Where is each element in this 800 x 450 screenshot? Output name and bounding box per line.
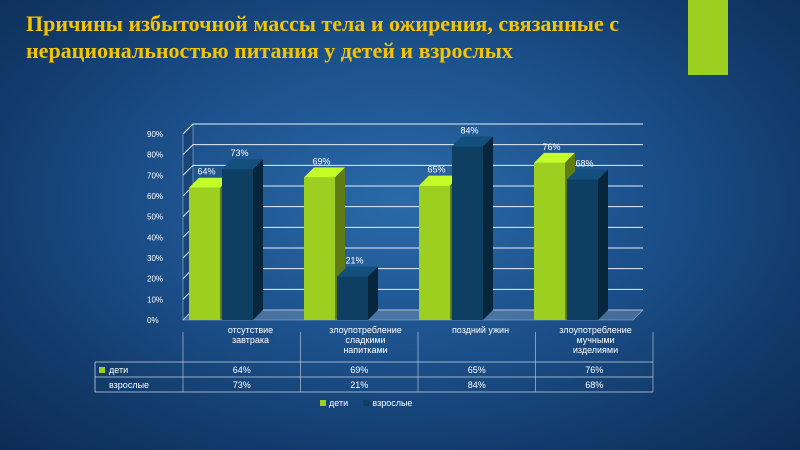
bar-side bbox=[368, 266, 378, 320]
bar-top bbox=[534, 152, 575, 163]
bar-adults bbox=[567, 179, 598, 320]
y-tick-label: 80% bbox=[147, 151, 163, 160]
bar-side bbox=[598, 169, 608, 320]
legend-key-adults bbox=[99, 382, 105, 388]
bar-adults bbox=[337, 276, 368, 320]
bar-children bbox=[419, 185, 450, 320]
x-tick-label: злоупотребление мучными изделиями bbox=[559, 325, 632, 355]
table-cell: 76% bbox=[585, 365, 603, 375]
y-tick-label: 30% bbox=[147, 254, 163, 263]
y-tick-label: 20% bbox=[147, 275, 163, 284]
accent-bar bbox=[688, 0, 728, 75]
data-label: 84% bbox=[460, 125, 478, 135]
bar-children bbox=[304, 177, 335, 320]
data-label: 65% bbox=[427, 165, 445, 175]
y-tick-label: 10% bbox=[147, 295, 163, 304]
bar-top bbox=[222, 159, 263, 170]
bar-side bbox=[483, 136, 493, 320]
bar-adults bbox=[452, 146, 483, 320]
x-tick-label: поздний ужин bbox=[452, 325, 509, 335]
data-label: 73% bbox=[230, 148, 248, 158]
table-cell: 73% bbox=[233, 380, 251, 390]
table-cell: 64% bbox=[233, 365, 251, 375]
bar-top bbox=[337, 266, 378, 277]
bar-children bbox=[189, 187, 220, 320]
bar-children bbox=[534, 162, 565, 320]
legend-label: взрослые bbox=[372, 398, 412, 408]
x-tick-label: злоупотребление сладкими напитками bbox=[329, 325, 402, 355]
y-tick-label: 50% bbox=[147, 213, 163, 222]
table-row-header: дети bbox=[109, 365, 128, 375]
data-label: 68% bbox=[575, 158, 593, 168]
data-label: 64% bbox=[197, 167, 215, 177]
y-tick-label: 40% bbox=[147, 233, 163, 242]
legend-label: дети bbox=[329, 398, 348, 408]
bar-top bbox=[304, 167, 345, 178]
bar-top bbox=[452, 136, 493, 147]
data-label: 69% bbox=[312, 156, 330, 166]
bar-top bbox=[419, 175, 460, 186]
y-tick-label: 0% bbox=[147, 316, 159, 325]
table-cell: 68% bbox=[585, 380, 603, 390]
table-cell: 21% bbox=[350, 380, 368, 390]
bar-adults bbox=[222, 169, 253, 320]
table-cell: 65% bbox=[468, 365, 486, 375]
bar-top bbox=[567, 169, 608, 180]
table-row-header: взрослые bbox=[109, 380, 149, 390]
slide-title: Причины избыточной массы тела и ожирения… bbox=[26, 11, 619, 63]
legend-swatch-children bbox=[320, 400, 326, 406]
legend-key-children bbox=[99, 367, 105, 373]
y-tick-label: 70% bbox=[147, 171, 163, 180]
x-tick-label: отсутствие завтрака bbox=[228, 325, 273, 345]
data-label: 76% bbox=[542, 142, 560, 152]
bar-side bbox=[253, 159, 263, 320]
legend-swatch-adults bbox=[363, 400, 370, 406]
y-tick-label: 60% bbox=[147, 192, 163, 201]
bar-top bbox=[189, 177, 230, 188]
y-tick-label: 90% bbox=[147, 130, 163, 139]
table-cell: 84% bbox=[468, 380, 486, 390]
data-label: 21% bbox=[345, 256, 363, 266]
table-cell: 69% bbox=[350, 365, 368, 375]
gridline bbox=[182, 123, 643, 135]
